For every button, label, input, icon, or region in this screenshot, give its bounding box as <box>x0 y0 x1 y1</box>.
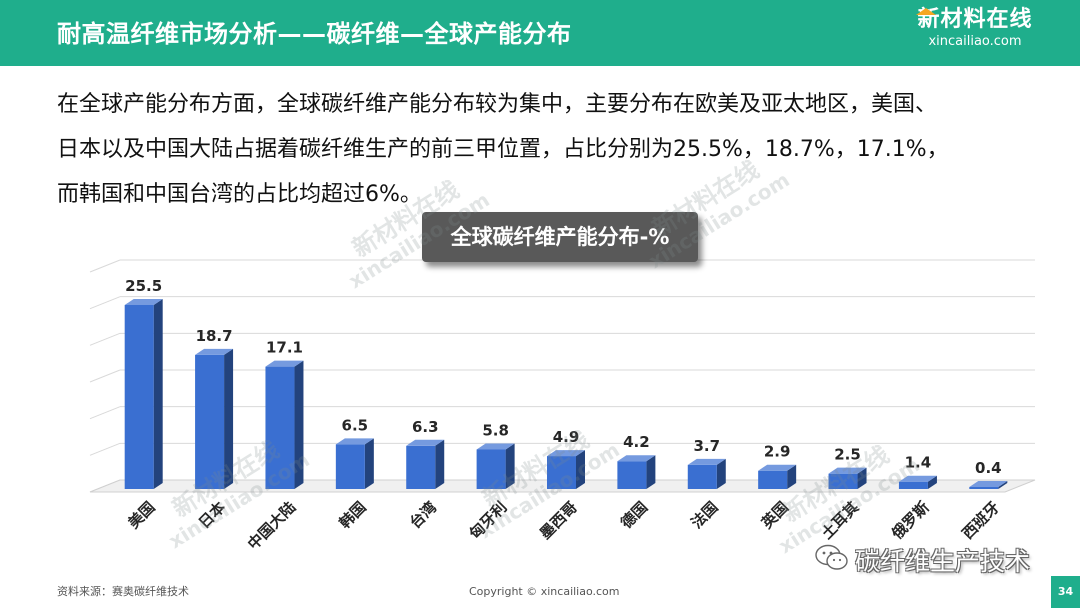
data-label: 4.9 <box>553 428 580 446</box>
bar-top <box>124 299 163 305</box>
data-label: 3.7 <box>693 437 720 455</box>
gridline-side <box>89 442 121 456</box>
logo-text-cn: 新材料在线 <box>917 7 1033 32</box>
data-label: 18.7 <box>196 327 233 345</box>
wechat-account-name: 碳纤维生产技术 <box>855 547 1031 576</box>
data-label: 1.4 <box>905 454 932 472</box>
gridline-side <box>89 369 121 383</box>
data-label: 6.5 <box>342 416 369 434</box>
chart-title-box: 全球碳纤维产能分布-% <box>422 212 698 262</box>
chart-title: 全球碳纤维产能分布-% <box>450 225 670 249</box>
category-label: 中国大陆 <box>244 498 299 553</box>
brand-logo: 新材料在线 xincailiao.com <box>910 6 1040 58</box>
logo-roof-icon <box>916 8 936 15</box>
bar <box>335 444 365 489</box>
category-label: 韩国 <box>336 498 370 532</box>
data-label: 0.4 <box>975 459 1002 477</box>
data-label: 2.5 <box>834 446 861 464</box>
gridline-side <box>89 332 121 346</box>
bar-top <box>828 467 867 474</box>
bar-side <box>646 455 656 489</box>
page-number: 34 <box>1051 576 1080 608</box>
data-label: 25.5 <box>125 277 162 295</box>
data-label: 2.9 <box>764 443 791 461</box>
bar-side <box>153 299 163 489</box>
data-label: 17.1 <box>266 339 303 357</box>
bar-top <box>265 360 304 367</box>
bar-side <box>364 438 374 489</box>
bar <box>687 464 717 489</box>
intro-line: 而韩国和中国台湾的占比均超过6%。 <box>57 182 422 207</box>
bar-top <box>476 443 515 450</box>
category-label: 德国 <box>617 498 651 532</box>
bar <box>617 461 647 489</box>
bar-top <box>195 348 234 355</box>
bar-top <box>687 458 726 465</box>
intro-line: 日本以及中国大陆占据着碳纤维生产的前三甲位置，占比分别为25.5%，18.7%，… <box>57 137 949 162</box>
data-label: 6.3 <box>412 418 439 436</box>
bar-side <box>294 360 304 489</box>
bar-side <box>927 475 937 489</box>
bar-top <box>758 464 797 471</box>
data-label: 5.8 <box>482 421 509 439</box>
bar-top <box>898 475 937 482</box>
copyright-text: Copyright © xincailiao.com <box>469 585 620 598</box>
bar-top <box>969 481 1008 487</box>
bar-top <box>406 439 445 446</box>
category-label: 法国 <box>688 498 722 532</box>
bar-side <box>435 439 445 489</box>
page-title: 耐高温纤维市场分析——碳纤维—全球产能分布 <box>57 20 572 48</box>
bar <box>265 366 295 489</box>
category-label: 西班牙 <box>959 498 1004 543</box>
bar <box>124 305 154 489</box>
bar <box>828 473 858 489</box>
bar <box>476 449 506 489</box>
bar <box>406 445 436 489</box>
bar-side <box>716 458 726 489</box>
bar-side <box>857 467 867 489</box>
bar-side <box>224 348 234 489</box>
category-label: 台湾 <box>406 498 440 532</box>
bar <box>195 354 225 489</box>
bar-side <box>787 464 797 489</box>
bar-side <box>505 443 515 489</box>
bar <box>547 456 576 489</box>
gridline-side <box>89 296 121 310</box>
data-source-note: 资料来源：赛奥碳纤维技术 <box>57 585 189 598</box>
intro-line: 在全球产能分布方面，全球碳纤维产能分布较为集中，主要分布在欧美及亚太地区，美国、 <box>57 92 938 117</box>
data-label: 4.2 <box>623 433 650 451</box>
wechat-icon <box>815 544 848 570</box>
bar <box>969 487 999 489</box>
header-bar: 耐高温纤维市场分析——碳纤维—全球产能分布 新材料在线 xincailiao.c… <box>0 0 1080 66</box>
bar-top <box>617 455 656 462</box>
bar-side <box>998 481 1008 489</box>
bar-side <box>576 450 585 489</box>
bar-top <box>335 438 374 445</box>
intro-paragraph: 在全球产能分布方面，全球碳纤维产能分布较为集中，主要分布在欧美及亚太地区，美国、… <box>57 82 1047 217</box>
bar <box>758 470 788 489</box>
bar <box>898 481 928 489</box>
bar-top <box>547 450 585 457</box>
category-label: 俄罗斯 <box>887 498 932 543</box>
gridline-side <box>89 259 121 273</box>
logo-text-en: xincailiao.com <box>928 34 1022 49</box>
gridline-side <box>89 406 121 420</box>
